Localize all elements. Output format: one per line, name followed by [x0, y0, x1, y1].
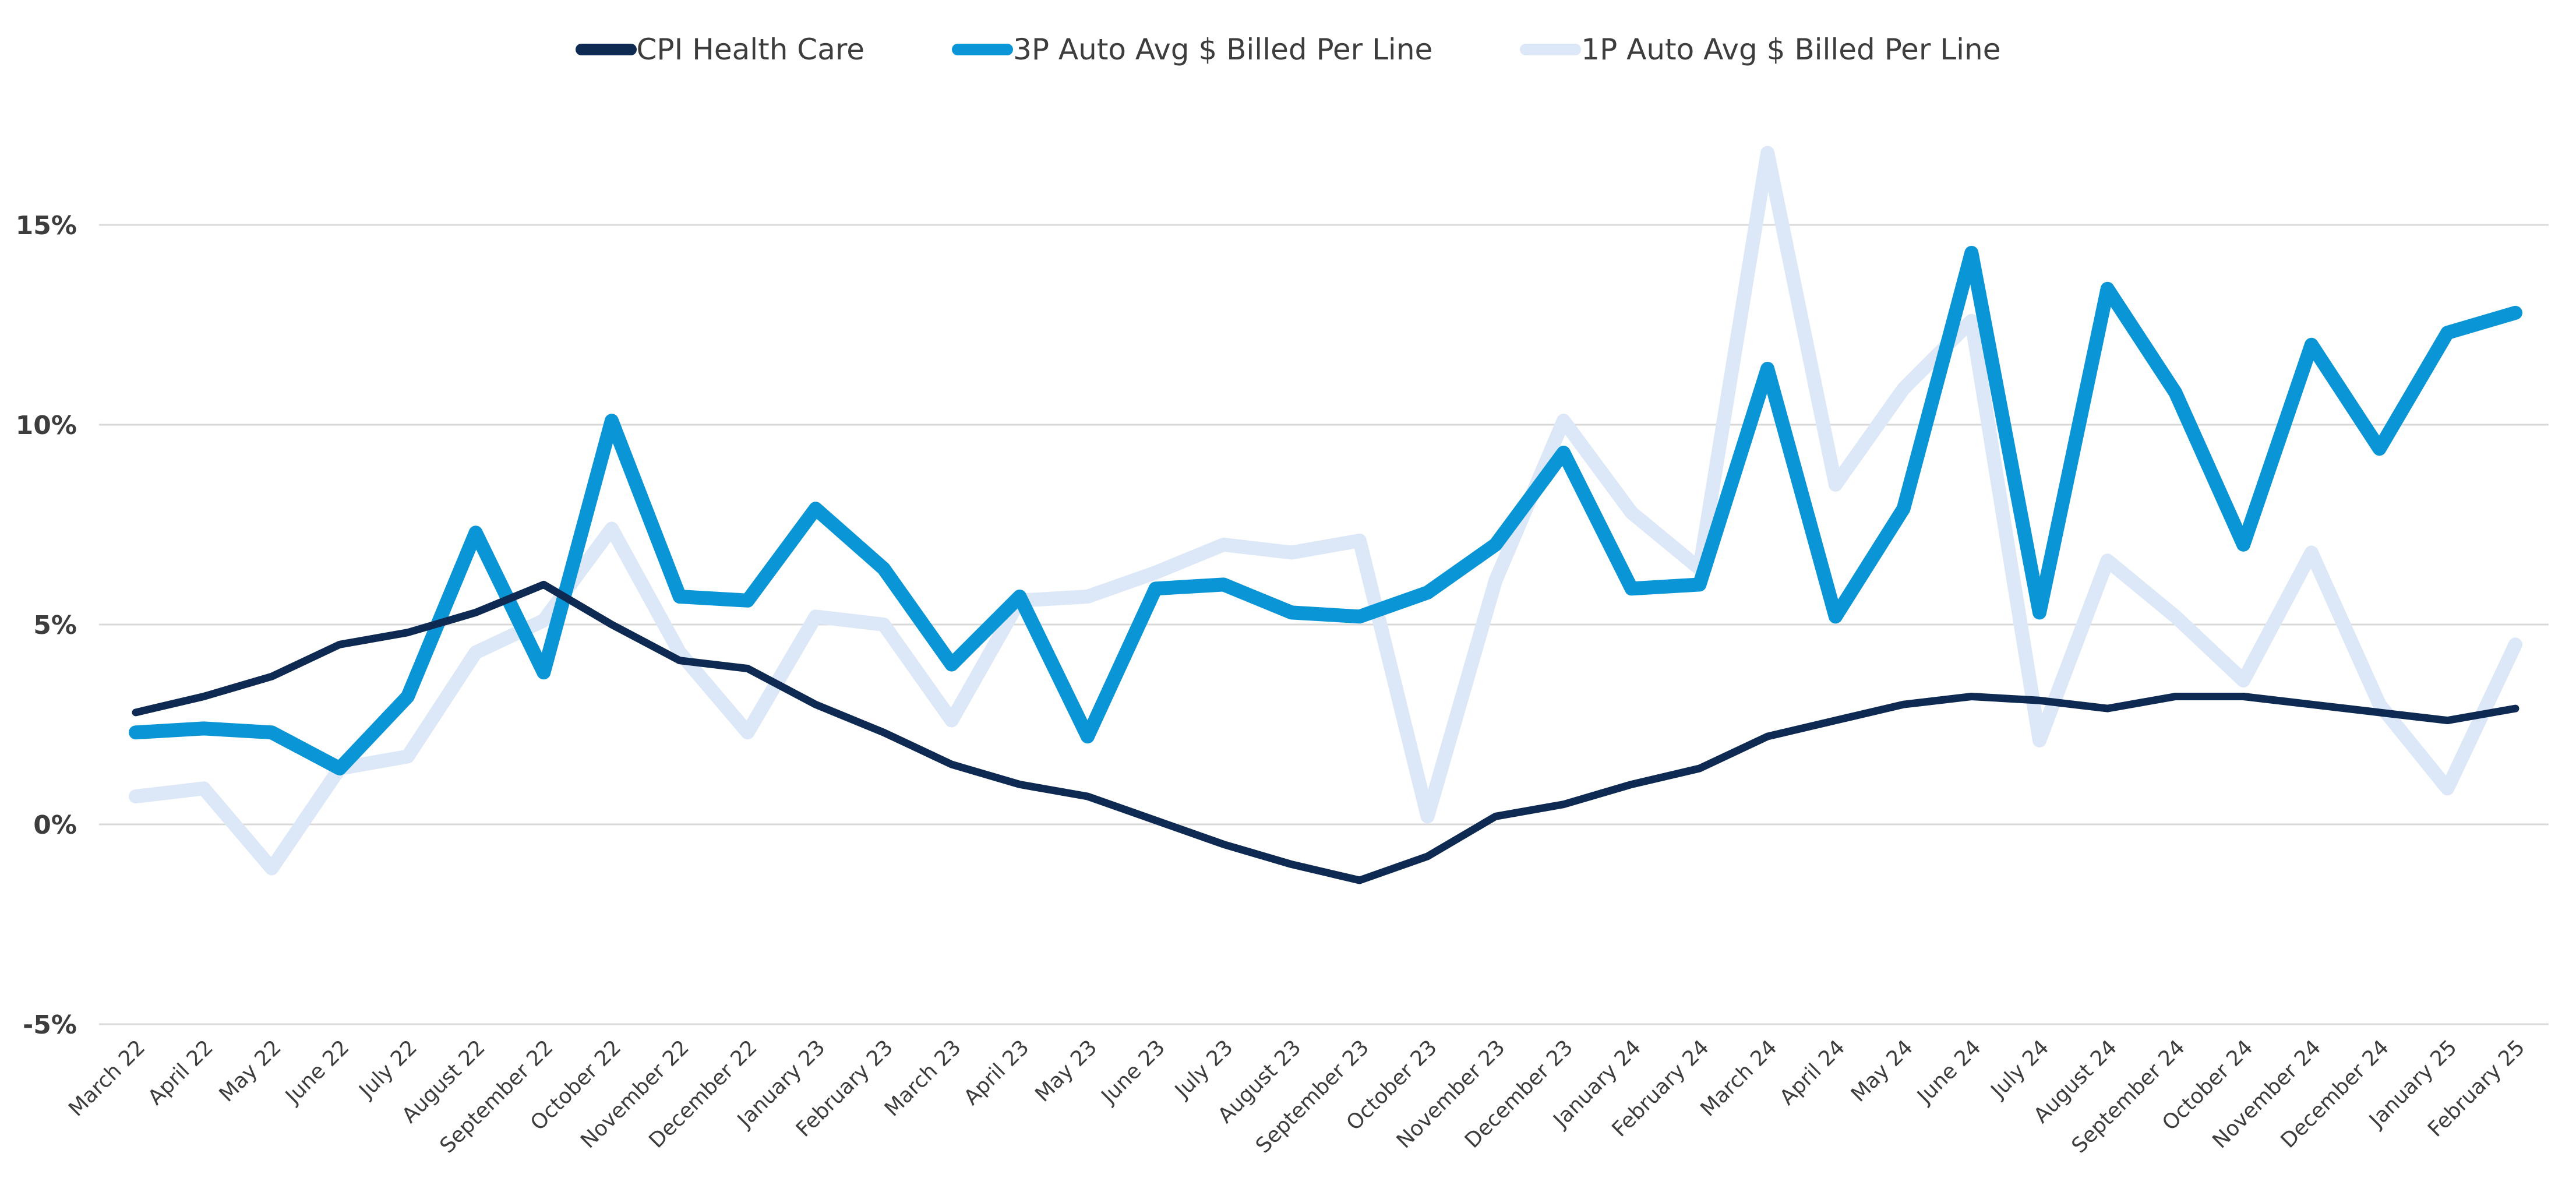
legend-item-1p-auto: 1P Auto Avg $ Billed Per Line — [1520, 33, 2000, 66]
x-tick-label: July 24 — [1986, 1035, 2054, 1103]
x-tick-label: April 24 — [1776, 1035, 1850, 1110]
legend-swatch-1p-auto — [1520, 44, 1582, 55]
x-tick-label: March 22 — [64, 1035, 150, 1121]
x-tick-label: May 23 — [1031, 1035, 1102, 1106]
legend-item-cpi-health-care: CPI Health Care — [575, 33, 865, 66]
y-tick-label: 10% — [16, 411, 77, 440]
legend-label-3p-auto: 3P Auto Avg $ Billed Per Line — [1013, 33, 1433, 66]
x-tick-label: May 24 — [1847, 1035, 1918, 1106]
x-tick-label: June 24 — [1912, 1035, 1985, 1109]
y-tick-label: -5% — [23, 1010, 77, 1040]
x-tick-label: April 22 — [143, 1035, 218, 1110]
x-tick-label: June 22 — [280, 1035, 354, 1109]
x-tick-label: April 23 — [959, 1035, 1034, 1110]
grid-lines — [99, 224, 2549, 1025]
x-tick-label: May 22 — [215, 1035, 286, 1106]
y-tick-label: 15% — [16, 211, 77, 241]
legend-item-3p-auto: 3P Auto Avg $ Billed Per Line — [952, 33, 1432, 66]
series-line-1 — [129, 246, 2522, 775]
legend: CPI Health Care 3P Auto Avg $ Billed Per… — [0, 17, 2576, 82]
legend-swatch-3p-auto — [952, 44, 1014, 55]
y-tick-label: 5% — [33, 611, 77, 640]
legend-label-1p-auto: 1P Auto Avg $ Billed Per Line — [1581, 33, 2001, 66]
legend-label-cpi-health-care: CPI Health Care — [636, 33, 865, 66]
x-tick-label: June 23 — [1096, 1035, 1170, 1109]
y-axis-ticks: -5% 0% 5% 10% 15% — [16, 211, 77, 1040]
y-tick-label: 0% — [33, 810, 77, 840]
legend-swatch-cpi-health-care — [575, 44, 637, 55]
x-tick-label: July 22 — [354, 1035, 422, 1103]
x-tick-label: September 22 — [435, 1035, 557, 1158]
x-tick-label: September 24 — [2067, 1035, 2190, 1158]
series-line-2 — [129, 146, 2522, 876]
series-lines — [129, 146, 2522, 884]
x-tick-label: July 23 — [1170, 1035, 1238, 1103]
x-tick-label: September 23 — [1251, 1035, 1374, 1158]
series-line-0 — [132, 580, 2519, 884]
